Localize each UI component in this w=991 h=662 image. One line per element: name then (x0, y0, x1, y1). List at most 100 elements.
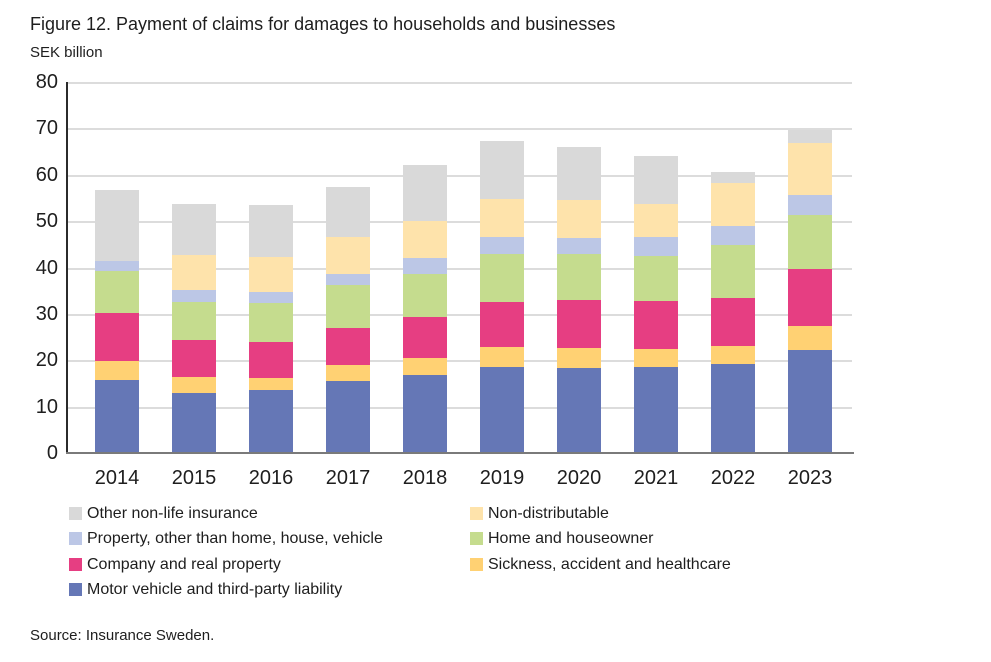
bar-segment-2021 (634, 300, 678, 350)
legend-label: Company and real property (87, 556, 281, 573)
bar-segment-2017 (326, 327, 370, 365)
bar-segment-2020 (557, 238, 601, 255)
bar-segment-2023 (788, 195, 832, 215)
bar-segment-2015 (172, 377, 216, 393)
bar-segment-2021 (634, 349, 678, 368)
bar-segment-2021 (634, 367, 678, 453)
bar-segment-2019 (480, 367, 524, 453)
bar-segment-2023 (788, 142, 832, 196)
plot-area (66, 82, 852, 453)
bar-segment-2022 (711, 171, 755, 183)
x-axis-label-2018: 2018 (402, 467, 448, 489)
source-note: Source: Insurance Sweden. (30, 627, 215, 644)
bar-segment-2020 (557, 254, 601, 300)
legend-swatch-icon (470, 558, 483, 571)
bar-segment-2017 (326, 186, 370, 238)
bar-segment-2015 (172, 392, 216, 453)
bar-segment-2023 (788, 350, 832, 453)
legend-swatch-icon (470, 507, 483, 520)
bar-segment-2018 (403, 273, 447, 317)
bar-segment-2022 (711, 245, 755, 298)
bar-segment-2016 (249, 292, 293, 304)
bar-segment-2020 (557, 348, 601, 369)
legend-label: Other non-life insurance (87, 505, 258, 522)
bar-segment-2019 (480, 253, 524, 303)
legend-label: Property, other than home, house, vehicl… (87, 530, 383, 547)
bar-segment-2020 (557, 147, 601, 201)
bar-segment-2021 (634, 155, 678, 204)
legend-label: Sickness, accident and healthcare (488, 556, 731, 573)
bar-segment-2023 (788, 268, 832, 326)
bar-segment-2023 (788, 325, 832, 351)
y-axis-tick-label-50: 50 (35, 210, 58, 233)
legend-swatch-icon (69, 558, 82, 571)
gridline-60 (66, 174, 852, 177)
bar-segment-2014 (95, 261, 139, 272)
x-axis-label-2014: 2014 (94, 467, 140, 489)
gridline-40 (66, 267, 852, 270)
bar-segment-2020 (557, 200, 601, 239)
bar-segment-2019 (480, 199, 524, 237)
legend-label: Motor vehicle and third-party liability (87, 581, 343, 598)
y-axis-tick-label-20: 20 (35, 349, 58, 372)
bar-segment-2015 (172, 301, 216, 340)
legend-swatch-icon (69, 583, 82, 596)
legend-swatch-icon (69, 507, 82, 520)
bar-segment-2020 (557, 299, 601, 349)
bar-segment-2019 (480, 141, 524, 200)
bar-segment-2021 (634, 236, 678, 256)
y-axis-tick-label-80: 80 (35, 71, 58, 93)
bar-segment-2020 (557, 368, 601, 453)
bar-segment-2019 (480, 236, 524, 254)
y-axis-tick-label-60: 60 (35, 163, 58, 186)
gridline-20 (66, 360, 852, 363)
bar-segment-2015 (172, 290, 216, 302)
x-axis-label-2020: 2020 (556, 467, 602, 489)
bar-segment-2022 (711, 297, 755, 346)
bar-segment-2018 (403, 257, 447, 274)
bar-segment-2014 (95, 380, 139, 453)
bar-segment-2014 (95, 190, 139, 262)
x-axis-label-2021: 2021 (633, 467, 679, 489)
bar-segment-2022 (711, 182, 755, 227)
bar-segment-2018 (403, 221, 447, 258)
bar-segment-2016 (249, 341, 293, 378)
y-axis-tick-label-70: 70 (35, 117, 58, 140)
bar-segment-2021 (634, 255, 678, 301)
bar-segment-2014 (95, 271, 139, 313)
y-axis-tick-label-0: 0 (46, 442, 58, 464)
bar-segment-2018 (403, 375, 447, 453)
x-axis-label-2015: 2015 (171, 467, 217, 489)
x-axis-label-2022: 2022 (710, 467, 756, 489)
bar-segment-2019 (480, 302, 524, 348)
gridline-30 (66, 313, 852, 316)
bar-segment-2015 (172, 254, 216, 291)
bar-segment-2016 (249, 389, 293, 453)
bar-segment-2018 (403, 316, 447, 359)
legend-label: Home and houseowner (488, 530, 654, 547)
bar-segment-2023 (788, 129, 832, 143)
bar-segment-2018 (403, 165, 447, 222)
bar-segment-2016 (249, 303, 293, 342)
bar-segment-2016 (249, 256, 293, 293)
bar-segment-2016 (249, 204, 293, 257)
bar-segment-2014 (95, 360, 139, 381)
bar-segment-2017 (326, 285, 370, 328)
bar-segment-2023 (788, 214, 832, 269)
x-axis-label-2023: 2023 (787, 467, 833, 489)
bar-segment-2017 (326, 273, 370, 286)
bar-segment-2022 (711, 345, 755, 364)
bar-segment-2022 (711, 226, 755, 246)
legend-swatch-icon (69, 532, 82, 545)
x-axis-label-2017: 2017 (325, 467, 371, 489)
gridline-80 (66, 82, 852, 84)
gridline-10 (66, 406, 852, 409)
bar-segment-2015 (172, 203, 216, 255)
gridline-50 (66, 221, 852, 224)
x-axis-label-2019: 2019 (479, 467, 525, 489)
bar-segment-2017 (326, 380, 370, 453)
bar-segment-2016 (249, 377, 293, 390)
bar-segment-2015 (172, 339, 216, 378)
legend-label: Non-distributable (488, 505, 609, 522)
chart-title: Figure 12. Payment of claims for damages… (30, 14, 616, 34)
